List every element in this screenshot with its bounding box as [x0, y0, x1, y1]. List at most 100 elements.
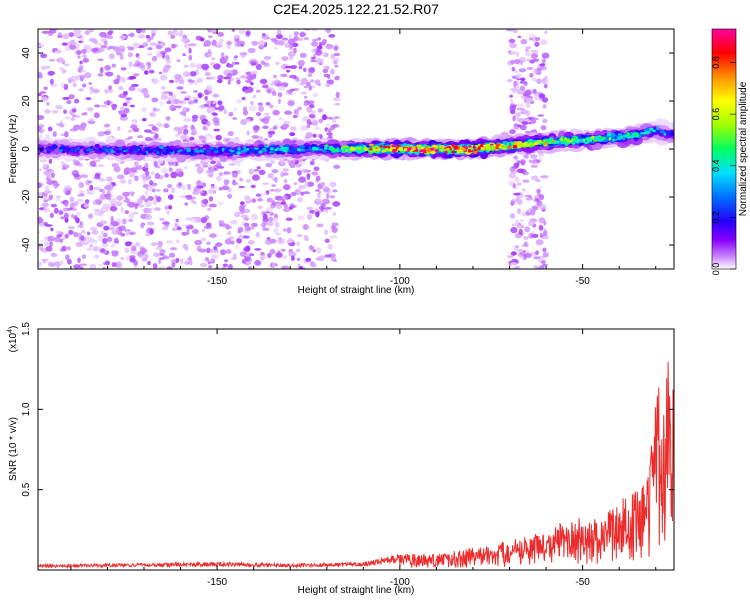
noise-speckle	[103, 123, 111, 128]
noise-speckle	[74, 98, 80, 104]
noise-speckle	[298, 176, 306, 183]
noise-speckle	[99, 47, 105, 53]
noise-speckle	[60, 260, 64, 266]
noise-speckle	[72, 82, 77, 87]
noise-speckle	[88, 213, 94, 219]
noise-speckle	[174, 222, 178, 228]
noise-speckle	[208, 53, 212, 57]
noise-speckle	[71, 207, 78, 212]
noise-speckle	[93, 112, 100, 119]
noise-speckle	[38, 74, 43, 79]
noise-speckle	[284, 110, 293, 115]
noise-speckle	[122, 77, 126, 83]
noise-speckle	[302, 224, 309, 230]
noise-speckle	[98, 133, 104, 137]
noise-speckle	[528, 159, 533, 163]
noise-speckle	[225, 249, 232, 254]
noise-speckle	[538, 204, 547, 211]
noise-speckle	[163, 188, 169, 193]
noise-speckle	[138, 204, 145, 208]
noise-speckle	[47, 70, 55, 76]
noise-speckle	[198, 248, 207, 253]
noise-speckle	[176, 226, 182, 231]
noise-speckle	[515, 73, 522, 80]
noise-speckle	[299, 32, 307, 37]
noise-speckle	[217, 78, 223, 84]
noise-speckle	[202, 182, 207, 188]
noise-speckle	[267, 131, 276, 135]
noise-speckle	[308, 85, 312, 91]
noise-speckle	[541, 52, 550, 59]
noise-speckle	[108, 53, 115, 60]
noise-speckle	[111, 163, 117, 167]
spectrogram-heatmap	[38, 29, 674, 269]
noise-speckle	[77, 55, 81, 59]
noise-speckle	[332, 123, 340, 128]
noise-speckle	[221, 266, 227, 269]
noise-speckle	[243, 217, 250, 221]
noise-speckle	[297, 215, 305, 221]
noise-speckle	[171, 187, 175, 194]
noise-speckle	[252, 73, 256, 78]
noise-speckle	[144, 190, 149, 196]
noise-speckle	[192, 228, 199, 235]
noise-speckle	[105, 184, 114, 191]
noise-speckle	[179, 79, 185, 85]
noise-speckle	[89, 160, 97, 167]
noise-speckle	[304, 181, 308, 188]
noise-speckle	[84, 199, 90, 204]
noise-speckle	[125, 256, 130, 261]
noise-speckle	[128, 212, 135, 219]
noise-speckle	[108, 224, 114, 230]
noise-speckle	[216, 42, 223, 48]
noise-speckle	[170, 247, 178, 251]
noise-speckle	[533, 265, 538, 269]
noise-speckle	[322, 39, 327, 44]
noise-speckle	[164, 64, 171, 70]
noise-speckle	[513, 80, 517, 87]
noise-speckle	[281, 56, 289, 61]
noise-speckle	[297, 197, 304, 203]
noise-speckle	[201, 199, 209, 204]
noise-speckle	[308, 113, 316, 119]
noise-speckle	[188, 79, 195, 84]
noise-speckle	[138, 255, 147, 259]
noise-speckle	[509, 105, 517, 111]
noise-speckle	[329, 195, 336, 199]
noise-speckle	[45, 65, 51, 69]
noise-speckle	[525, 198, 533, 201]
noise-speckle	[204, 257, 210, 262]
noise-speckle	[235, 62, 240, 65]
noise-speckle	[77, 232, 83, 239]
noise-speckle	[87, 120, 96, 125]
noise-speckle	[55, 105, 63, 110]
noise-speckle	[234, 55, 238, 59]
noise-speckle	[151, 242, 158, 246]
noise-speckle	[274, 47, 279, 50]
noise-speckle	[256, 198, 264, 202]
noise-speckle	[106, 236, 113, 243]
noise-speckle	[318, 118, 324, 124]
noise-speckle	[322, 186, 330, 193]
noise-speckle	[137, 55, 141, 61]
noise-speckle	[291, 255, 295, 261]
noise-speckle	[80, 174, 88, 179]
noise-speckle	[39, 247, 45, 252]
noise-speckle	[525, 98, 531, 103]
noise-speckle	[287, 51, 296, 58]
noise-speckle	[123, 107, 130, 114]
noise-speckle	[46, 102, 50, 106]
noise-speckle	[129, 172, 136, 178]
noise-speckle	[186, 257, 193, 262]
noise-speckle	[158, 71, 163, 75]
noise-speckle	[524, 252, 532, 258]
noise-speckle	[147, 47, 153, 51]
noise-speckle	[278, 85, 285, 91]
noise-speckle	[55, 195, 62, 199]
noise-speckle	[326, 193, 330, 199]
noise-speckle	[333, 52, 341, 57]
noise-speckle	[258, 105, 264, 112]
noise-speckle	[209, 233, 217, 238]
noise-speckle	[100, 248, 106, 253]
noise-speckle	[103, 40, 108, 46]
